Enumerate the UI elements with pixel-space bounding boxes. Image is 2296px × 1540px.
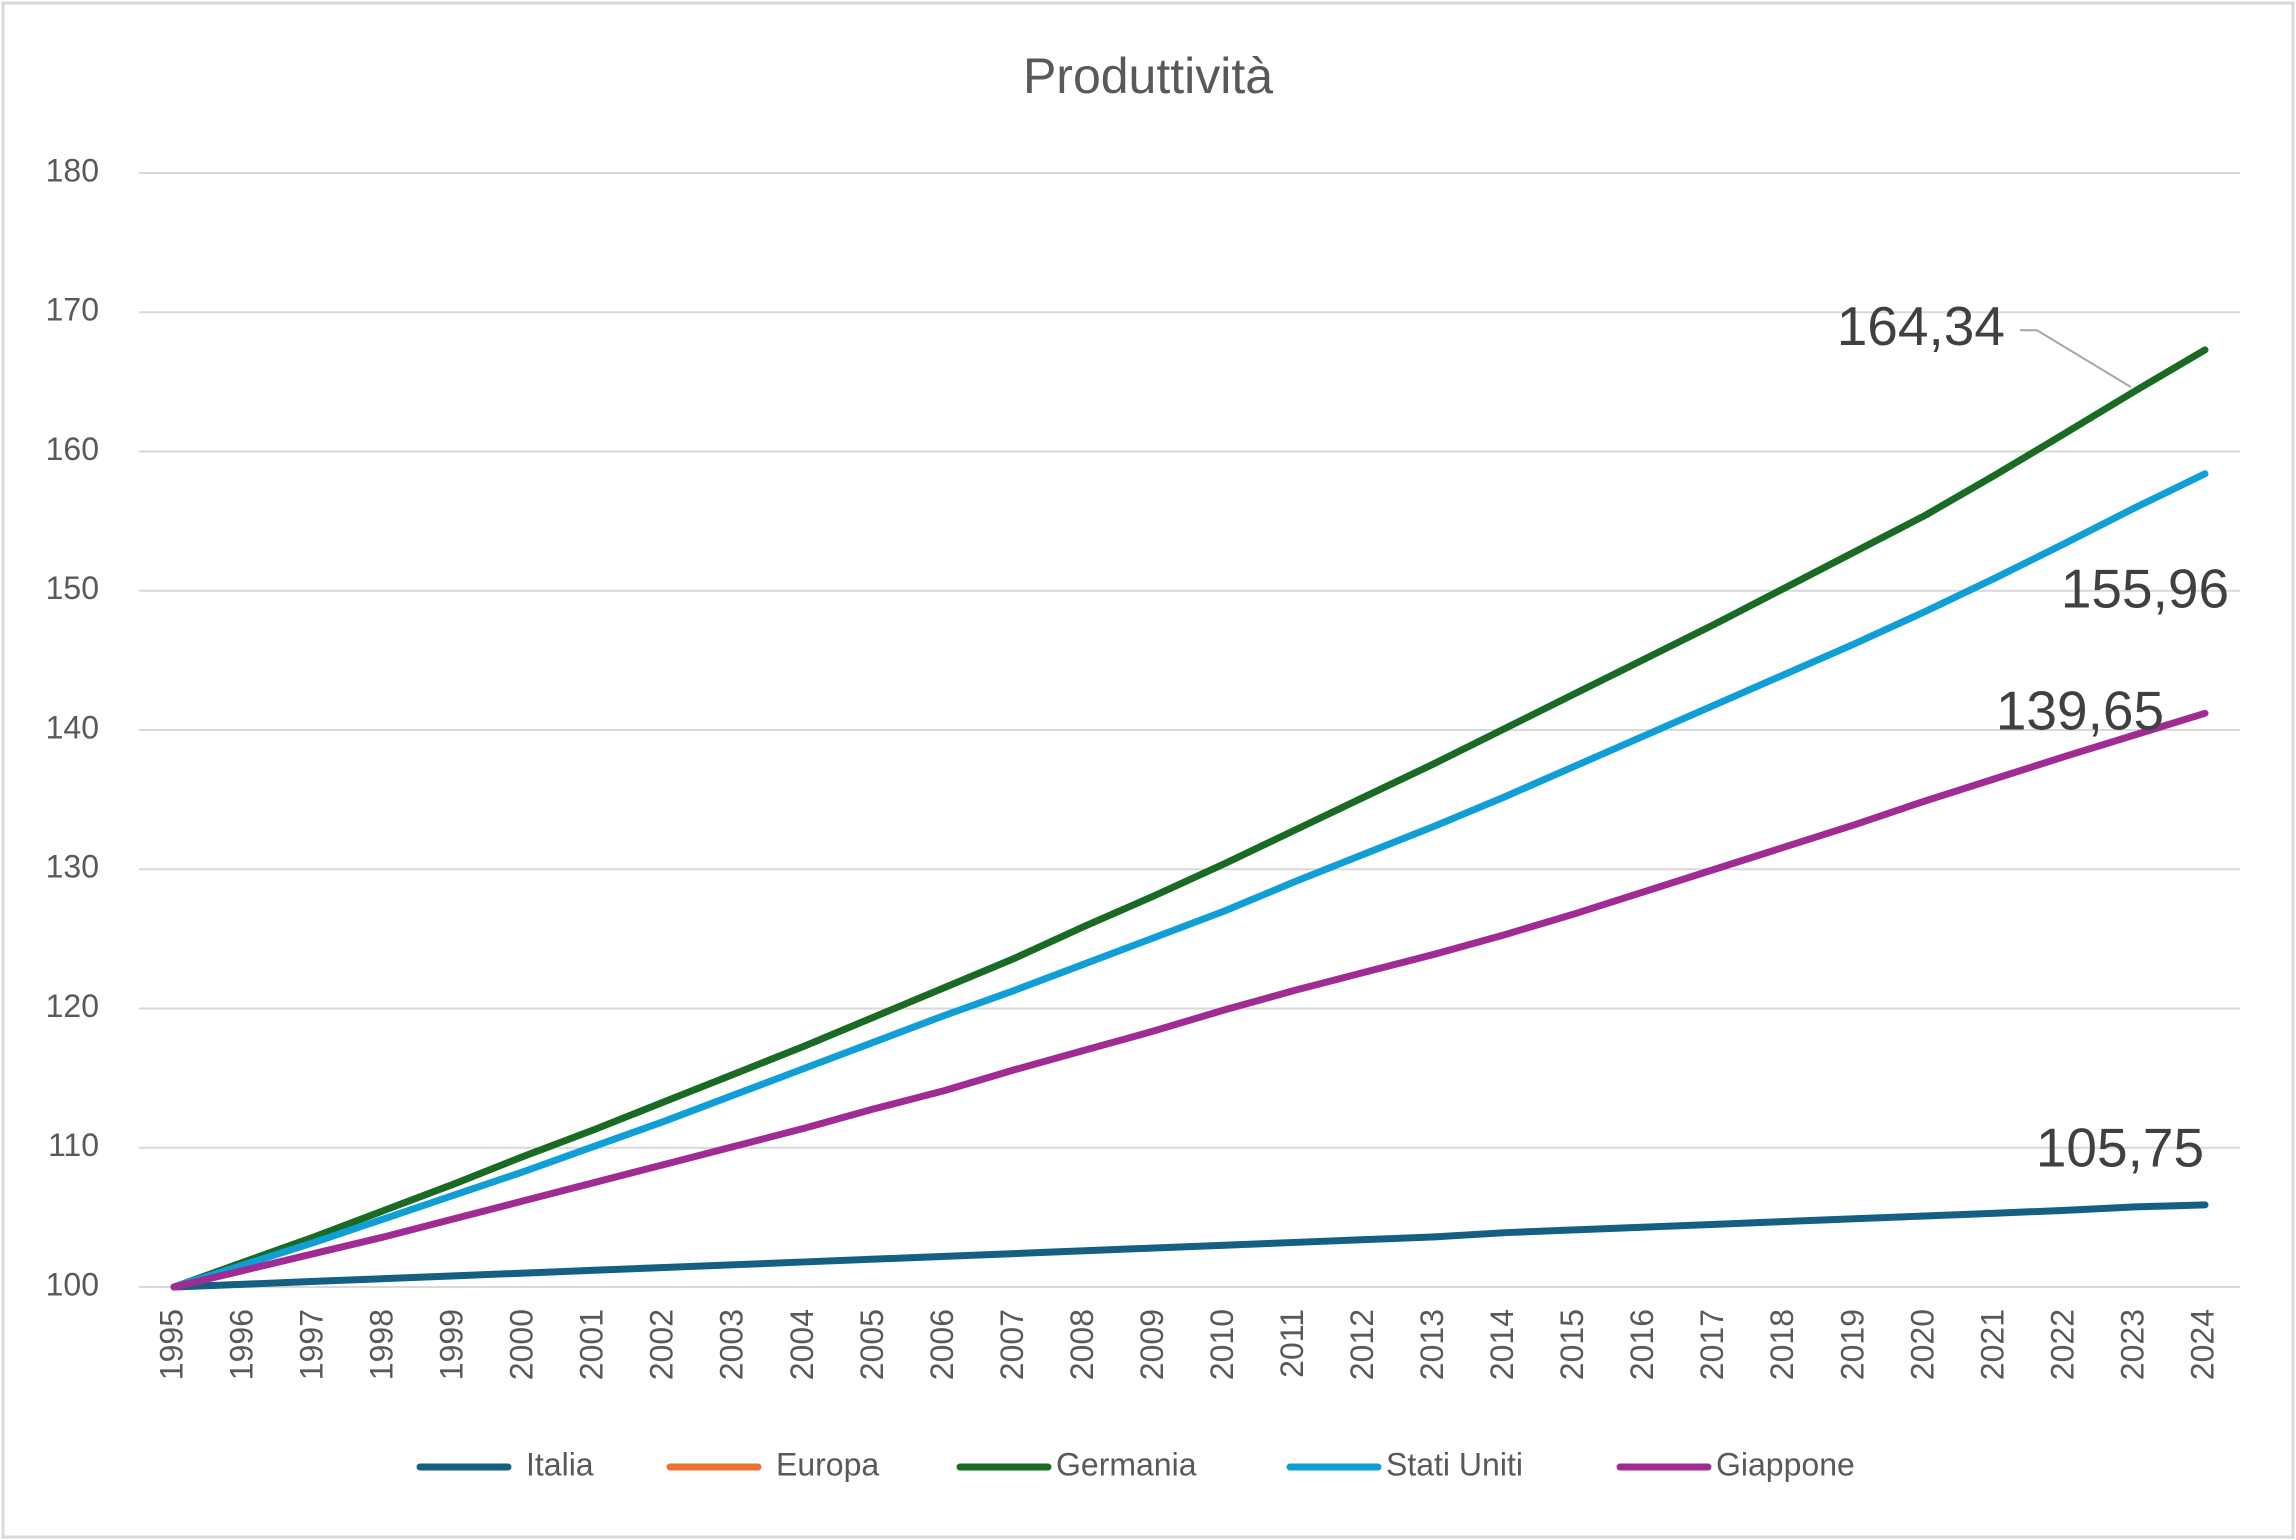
x-tick-label: 2004 <box>784 1309 820 1380</box>
legend-label: Europa <box>776 1446 879 1482</box>
y-tick-label: 140 <box>46 709 99 745</box>
x-tick-label: 2021 <box>1974 1309 2010 1380</box>
x-tick-label: 2015 <box>1554 1309 1590 1380</box>
legend-label: Italia <box>526 1446 594 1482</box>
x-tick-label: 2013 <box>1414 1309 1450 1380</box>
x-tick-label: 2020 <box>1904 1309 1940 1380</box>
data-label: 139,65 <box>1996 679 2164 741</box>
chart-title: Produttività <box>1023 48 1273 104</box>
x-tick-label: 2018 <box>1764 1309 1800 1380</box>
data-label: 164,34 <box>1837 295 2005 357</box>
x-tick-label: 2003 <box>714 1309 750 1380</box>
y-tick-label: 110 <box>48 1127 99 1163</box>
data-label: 155,96 <box>2061 557 2229 619</box>
y-tick-label: 160 <box>46 431 99 467</box>
x-tick-label: 2010 <box>1204 1309 1240 1380</box>
x-tick-label: 2008 <box>1064 1309 1100 1380</box>
legend-label: Giappone <box>1716 1446 1855 1482</box>
x-tick-label: 2001 <box>574 1309 610 1380</box>
x-tick-label: 2019 <box>1834 1309 1870 1380</box>
x-tick-label: 2002 <box>644 1309 680 1380</box>
series-line <box>170 709 2209 1291</box>
legend-label: Stati Uniti <box>1386 1446 1523 1482</box>
y-tick-label: 120 <box>46 988 99 1024</box>
series-line <box>170 1201 2209 1291</box>
x-tick-label: 2007 <box>994 1309 1030 1380</box>
x-tick-label: 2005 <box>854 1309 890 1380</box>
x-tick-label: 2022 <box>2044 1309 2080 1380</box>
x-tick-label: 2006 <box>924 1309 960 1380</box>
x-tick-label: 2024 <box>2184 1309 2220 1380</box>
x-tick-label: 1998 <box>364 1309 400 1380</box>
x-tick-label: 2014 <box>1484 1309 1520 1380</box>
x-tick-label: 1995 <box>153 1309 189 1380</box>
y-tick-label: 130 <box>46 849 99 885</box>
x-tick-label: 1999 <box>434 1309 470 1380</box>
x-tick-label: 1997 <box>294 1309 330 1380</box>
x-tick-label: 2012 <box>1344 1309 1380 1380</box>
x-tick-label: 2000 <box>504 1309 540 1380</box>
x-tick-label: 2016 <box>1624 1309 1660 1380</box>
x-tick-label: 2023 <box>2114 1309 2150 1380</box>
x-tick-label: 2017 <box>1694 1309 1730 1380</box>
series-line <box>170 346 2209 1291</box>
x-tick-label: 2011 <box>1274 1309 1310 1378</box>
data-label: 105,75 <box>2036 1116 2204 1178</box>
y-tick-label: 180 <box>46 152 99 188</box>
leader-line <box>2019 329 2132 388</box>
y-tick-label: 170 <box>46 292 99 328</box>
x-tick-label: 2009 <box>1134 1309 1170 1380</box>
y-tick-label: 100 <box>46 1266 99 1302</box>
legend-label: Germania <box>1056 1446 1197 1482</box>
x-tick-label: 1996 <box>224 1309 260 1380</box>
y-tick-label: 150 <box>46 570 99 606</box>
series-line <box>170 470 2209 1291</box>
